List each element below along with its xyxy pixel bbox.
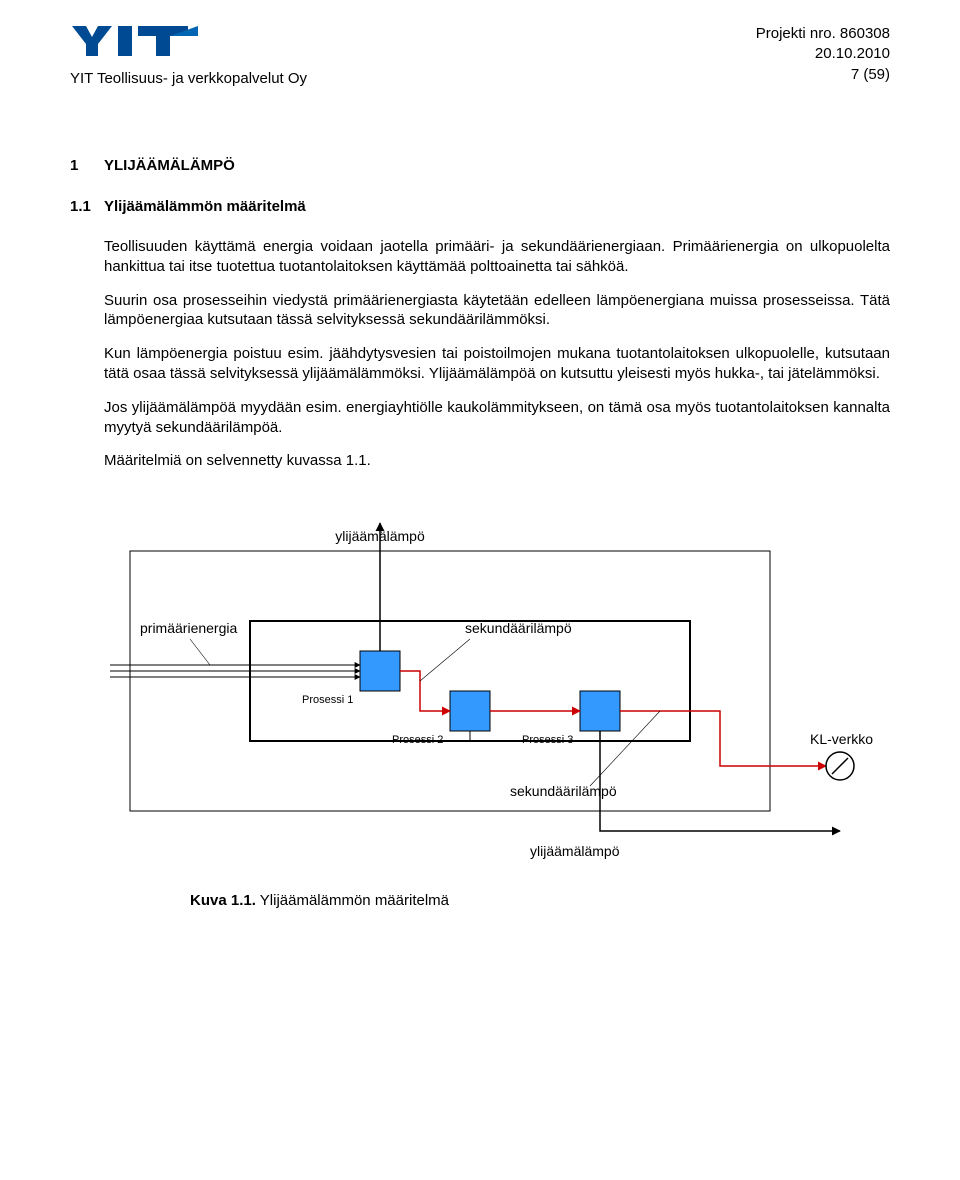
paragraph-3: Kun lämpöenergia poistuu esim. jäähdytys… bbox=[104, 344, 890, 384]
section-number: 1 bbox=[70, 157, 104, 174]
subsection-heading: 1.1Ylijäämälämmön määritelmä bbox=[70, 198, 890, 215]
header-meta: Projekti nro. 860308 20.10.2010 7 (59) bbox=[756, 24, 890, 85]
svg-text:ylijäämälämpö: ylijäämälämpö bbox=[335, 528, 425, 544]
svg-text:primäärienergia: primäärienergia bbox=[140, 620, 237, 636]
figure-caption: Kuva 1.1. Ylijäämälämmön määritelmä bbox=[190, 892, 890, 909]
figure-caption-text: Ylijäämälämmön määritelmä bbox=[256, 892, 449, 909]
svg-text:Prosessi 3: Prosessi 3 bbox=[522, 734, 573, 746]
subsection-title: Ylijäämälämmön määritelmä bbox=[104, 198, 306, 215]
paragraph-2: Suurin osa prosesseihin viedystä primäär… bbox=[104, 291, 890, 331]
page-number: 7 (59) bbox=[756, 65, 890, 85]
project-number: Projekti nro. 860308 bbox=[756, 24, 890, 44]
figure-1-1: ylijäämälämpö primäärienergia sekundäärilä… bbox=[70, 511, 890, 909]
paragraph-1: Teollisuuden käyttämä energia voidaan ja… bbox=[104, 237, 890, 277]
section-title: YLIJÄÄMÄLÄMPÖ bbox=[104, 157, 235, 174]
yit-logo bbox=[70, 24, 307, 58]
document-date: 20.10.2010 bbox=[756, 44, 890, 64]
section-heading: 1YLIJÄÄMÄLÄMPÖ bbox=[70, 157, 890, 174]
svg-text:KL-verkko: KL-verkko bbox=[810, 731, 873, 747]
svg-text:sekundäärilämpö: sekundäärilämpö bbox=[510, 783, 617, 799]
paragraph-5: Määritelmiä on selvennetty kuvassa 1.1. bbox=[104, 451, 890, 471]
svg-text:Prosessi 1: Prosessi 1 bbox=[302, 694, 353, 706]
figure-label: Kuva 1.1. bbox=[190, 892, 256, 909]
subsection-number: 1.1 bbox=[70, 198, 104, 215]
svg-text:Prosessi 2: Prosessi 2 bbox=[392, 734, 443, 746]
page-header: YIT Teollisuus- ja verkkopalvelut Oy Pro… bbox=[70, 24, 890, 87]
paragraph-4: Jos ylijäämälämpöä myydään esim. energia… bbox=[104, 398, 890, 438]
company-name: YIT Teollisuus- ja verkkopalvelut Oy bbox=[70, 70, 307, 87]
svg-text:ylijäämälämpö: ylijäämälämpö bbox=[530, 843, 620, 859]
svg-text:sekundäärilämpö: sekundäärilämpö bbox=[465, 620, 572, 636]
